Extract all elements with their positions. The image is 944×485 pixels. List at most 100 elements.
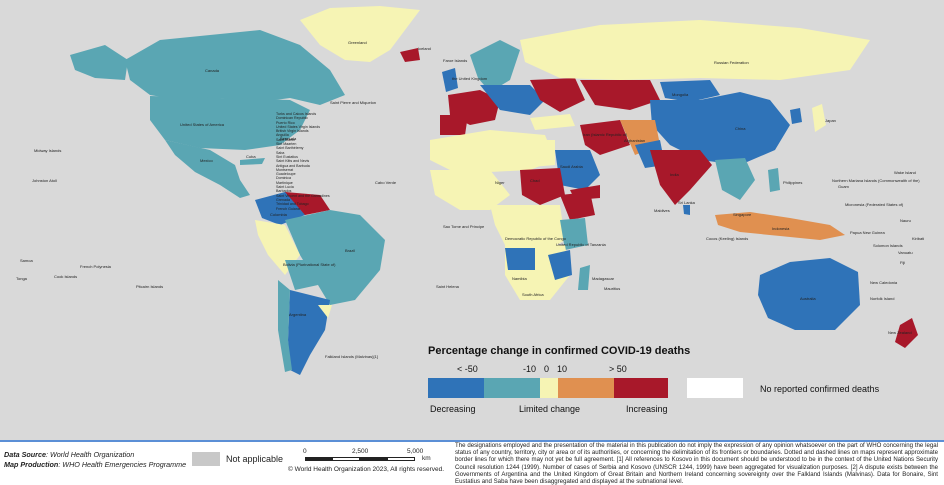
label-caribbean: British Virgin Islands	[276, 129, 309, 134]
region-japan	[812, 104, 826, 132]
label-faroe: Faroe Islands	[443, 58, 468, 63]
region-mexico	[165, 140, 250, 198]
region-bolivia	[285, 260, 318, 290]
region-scandinavia	[470, 40, 520, 92]
label-saint-pierre: Saint Pierre and Miquelon	[330, 100, 377, 105]
scale-tick-1: 2,500	[352, 448, 369, 455]
label-caribbean: Dominica	[276, 176, 291, 181]
region-indonesia	[715, 212, 845, 240]
label-singapore: Singapore	[733, 212, 752, 217]
region-uruguay	[318, 305, 332, 318]
label-caribbean: Montserrat	[276, 167, 294, 172]
label-australia: Australia	[800, 296, 816, 301]
legend-swatch-minus10-10	[540, 378, 558, 398]
map-production: Map Production: WHO Health Emergencies P…	[4, 460, 186, 469]
data-source: Data Source: World Health Organization	[4, 450, 134, 459]
legend-no-data-label: No reported confirmed deaths	[760, 384, 880, 394]
label-caribbean: Sint Maarten	[276, 142, 297, 147]
legend-tick: 0	[544, 364, 550, 374]
label-mongolia: Mongolia	[672, 92, 689, 97]
region-australia	[758, 258, 860, 330]
label-caribbean: Saint Vincent and the Grenadines	[276, 193, 330, 198]
label-caribbean: Saint Martin	[276, 137, 296, 142]
scale-tick-0: 0	[303, 448, 307, 455]
label-china: China	[735, 126, 746, 131]
label-canada: Canada	[205, 68, 220, 73]
label-caribbean: Anguilla	[276, 133, 289, 138]
label-saudi: Saudi Arabia	[560, 164, 583, 169]
label-chad: Chad	[530, 178, 540, 183]
region-central-africa	[490, 205, 565, 255]
label-bolivia: Bolivia (Plurinational State of)	[283, 262, 336, 267]
label-brazil: Brazil	[345, 248, 356, 253]
label-french-polynesia: French Polynesia	[80, 264, 111, 269]
label-philippines: Philippines	[783, 180, 803, 185]
label-png: Papua New Guinea	[850, 230, 885, 235]
disclaimer-text: The designations employed and the presen…	[455, 442, 938, 485]
label-cuba: Cuba	[246, 154, 256, 159]
label-india: India	[670, 172, 679, 177]
label-madagascar: Madagascar	[592, 276, 615, 281]
label-caribbean: Sint Eustatius	[276, 154, 298, 159]
label-afghanistan: Afghanistan	[624, 138, 646, 143]
legend-tick: 10	[557, 364, 568, 374]
label-caribbean: Saint Barthélemy	[276, 146, 304, 151]
label-caribbean: United States Virgin Islands	[276, 124, 321, 129]
region-libya-egypt	[500, 140, 555, 168]
label-srilanka: Sri Lanka	[678, 200, 695, 205]
legend-swatch-lt-minus50	[428, 378, 484, 398]
legend-limited: Limited change	[519, 404, 581, 414]
label-caribbean: Turks and Caicos Islands	[276, 112, 317, 116]
label-tanzania: United Republic of Tanzania	[556, 242, 606, 247]
label-caribbean: French Guiana	[276, 206, 300, 211]
region-russia	[520, 20, 870, 80]
region-mozambique	[548, 250, 572, 280]
legend-decreasing: Decreasing	[430, 404, 476, 414]
region-mongolia	[660, 80, 720, 102]
label-tonga: Tonga	[16, 276, 27, 281]
label-greenland: Greenland	[348, 40, 367, 45]
label-bermuda: Bermuda	[280, 136, 297, 141]
label-caribbean: Dominican Republic	[276, 116, 308, 121]
region-east-europe	[530, 78, 585, 112]
region-china	[650, 92, 790, 165]
label-caribbean: Puerto Rico	[276, 120, 295, 125]
legend-swatch-no-data	[687, 378, 743, 398]
region-chad	[520, 168, 565, 205]
label-caribbean: Barbados	[276, 189, 292, 194]
map-canvas	[70, 6, 918, 375]
legend-tick: -10	[523, 364, 537, 374]
region-saudi	[555, 150, 600, 190]
label-pitcairn: Pitcairn Islands	[136, 284, 164, 289]
not-applicable-label: Not applicable	[226, 454, 284, 464]
label-caribbean: Trinidad and Tobago	[276, 202, 309, 207]
region-iran	[580, 120, 630, 155]
region-uk	[442, 68, 458, 92]
label-caribbean: Grenada	[276, 197, 290, 202]
scale-unit: km	[422, 455, 431, 462]
caribbean-label-list: Turks and Caicos Islands Dominican Repub…	[276, 112, 330, 211]
label-congo: Democratic Republic of the Congo	[505, 236, 566, 241]
legend-swatch-10-50	[558, 378, 614, 398]
label-japan: Japan	[825, 118, 836, 123]
region-turkey	[530, 114, 575, 130]
label-caribbean: Antigua and Barbuda	[276, 163, 310, 168]
legend-title: Percentage change in confirmed COVID-19 …	[428, 345, 691, 357]
region-ethiopia	[560, 192, 595, 220]
label-caribbean: Martinique	[276, 180, 293, 185]
label-samoa: Samoa	[20, 258, 33, 263]
region-central-europe	[480, 85, 545, 115]
label-caboverde: Cabo Verde	[375, 180, 397, 185]
region-madagascar	[578, 265, 590, 290]
label-solomon: Solomon Islands	[873, 243, 903, 248]
label-caribbean: Guadeloupe	[276, 172, 296, 177]
region-cuba	[240, 158, 265, 165]
region-west-africa	[430, 170, 510, 210]
label-namibia: Namibia	[512, 276, 527, 281]
data-source-label: Data Source	[4, 450, 46, 459]
label-falkland: Falkland Islands (Malvinas)[1]	[325, 354, 378, 359]
region-angola	[505, 248, 535, 270]
label-midway: Midway Islands	[34, 148, 62, 153]
map-production-label: Map Production	[4, 460, 59, 469]
label-wake: Wake Island	[894, 170, 916, 175]
